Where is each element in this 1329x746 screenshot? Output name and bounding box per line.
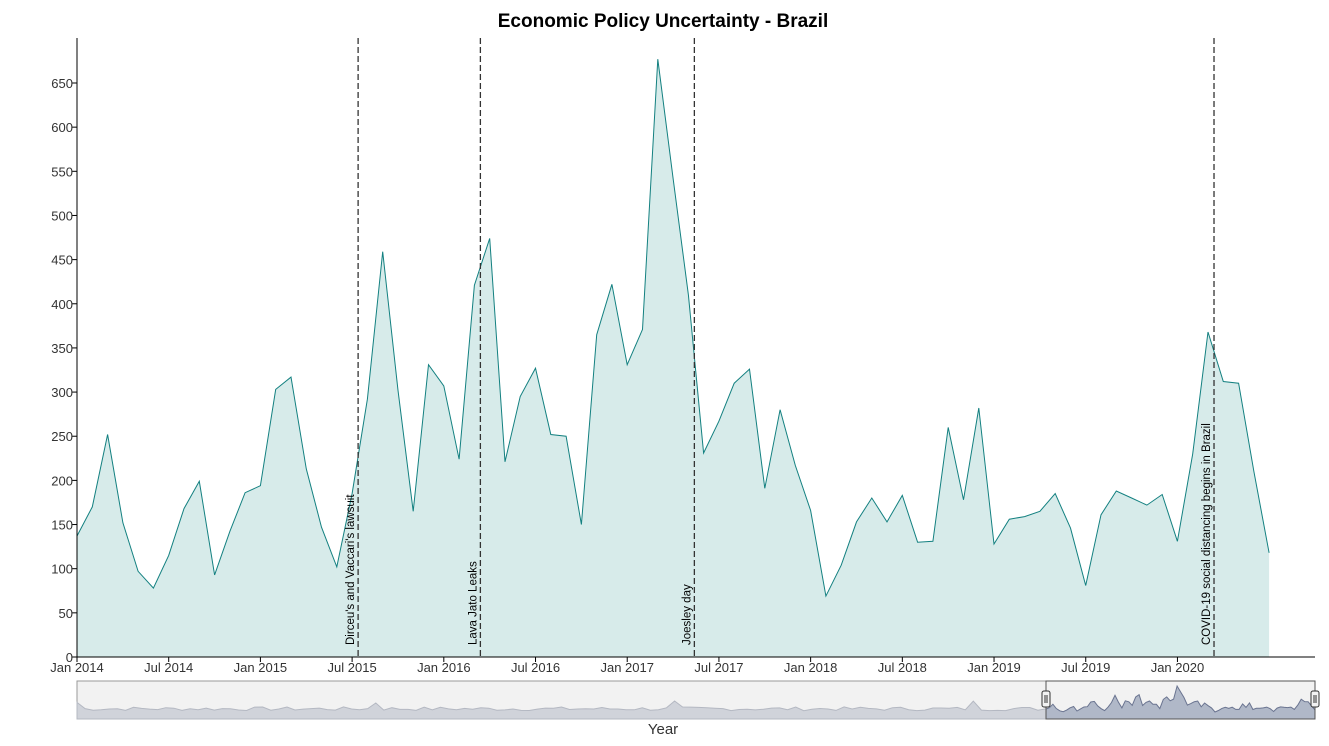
y-tick-label: 50 — [59, 606, 73, 621]
y-tick-label: 100 — [51, 562, 73, 577]
navigator-series — [76, 700, 1047, 720]
x-tick-label: Jan 2017 — [600, 660, 654, 675]
x-tick-label: Jul 2014 — [144, 660, 193, 675]
x-axis: Jan 2014 Jul 2014 Jan 2015 Jul 2015 Jan 2016… — [50, 657, 1204, 675]
y-tick-label: 550 — [51, 164, 73, 179]
x-tick-label: Jul 2019 — [1061, 660, 1110, 675]
annotation-label: Lava Jato Leaks — [467, 561, 479, 645]
y-tick-label: 250 — [51, 429, 73, 444]
x-tick-label: Jan 2020 — [1151, 660, 1205, 675]
x-tick-label: Jan 2018 — [784, 660, 838, 675]
x-tick-label: Jan 2019 — [967, 660, 1021, 675]
x-tick-label: Jul 2015 — [328, 660, 377, 675]
y-tick-label: 400 — [51, 297, 73, 312]
x-axis-title: Year — [648, 721, 678, 738]
navigator-selected-series — [1045, 684, 1316, 720]
plot-area — [76, 59, 1270, 657]
x-tick-label: Jul 2018 — [878, 660, 927, 675]
series-area — [77, 59, 1270, 657]
y-tick-label: 450 — [51, 253, 73, 268]
series-line — [76, 59, 1270, 598]
chart-title: Economic Policy Uncertainty - Brazil — [498, 11, 828, 32]
x-tick-label: Jul 2016 — [511, 660, 560, 675]
x-tick-label: Jan 2016 — [417, 660, 471, 675]
annotations: Dirceu's and Vaccari's lawsuit Lava Jato … — [345, 38, 1215, 657]
y-tick-label: 0 — [66, 650, 73, 665]
x-tick-label: Jan 2015 — [234, 660, 288, 675]
annotation-label: Joesley day — [681, 584, 693, 645]
navigator-left-handle[interactable] — [1041, 690, 1051, 708]
y-tick-label: 150 — [51, 518, 73, 533]
y-tick-label: 300 — [51, 385, 73, 400]
x-tick-label: Jul 2017 — [694, 660, 743, 675]
y-tick-label: 600 — [51, 120, 73, 135]
x-tick-label: Jan 2014 — [50, 660, 104, 675]
y-tick-label: 200 — [51, 473, 73, 488]
navigator-right-handle[interactable] — [1310, 690, 1320, 708]
annotation-label: Dirceu's and Vaccari's lawsuit — [345, 494, 357, 645]
y-axis: 0 50 100 150 200 250 300 350 400 450 500 550 600 650 — [51, 76, 77, 665]
range-navigator[interactable] — [76, 680, 1320, 720]
y-tick-label: 350 — [51, 341, 73, 356]
annotation-label: COVID-19 social distancing begins in Bra… — [1201, 423, 1213, 645]
y-tick-label: 500 — [51, 208, 73, 223]
y-tick-label: 650 — [51, 76, 73, 91]
